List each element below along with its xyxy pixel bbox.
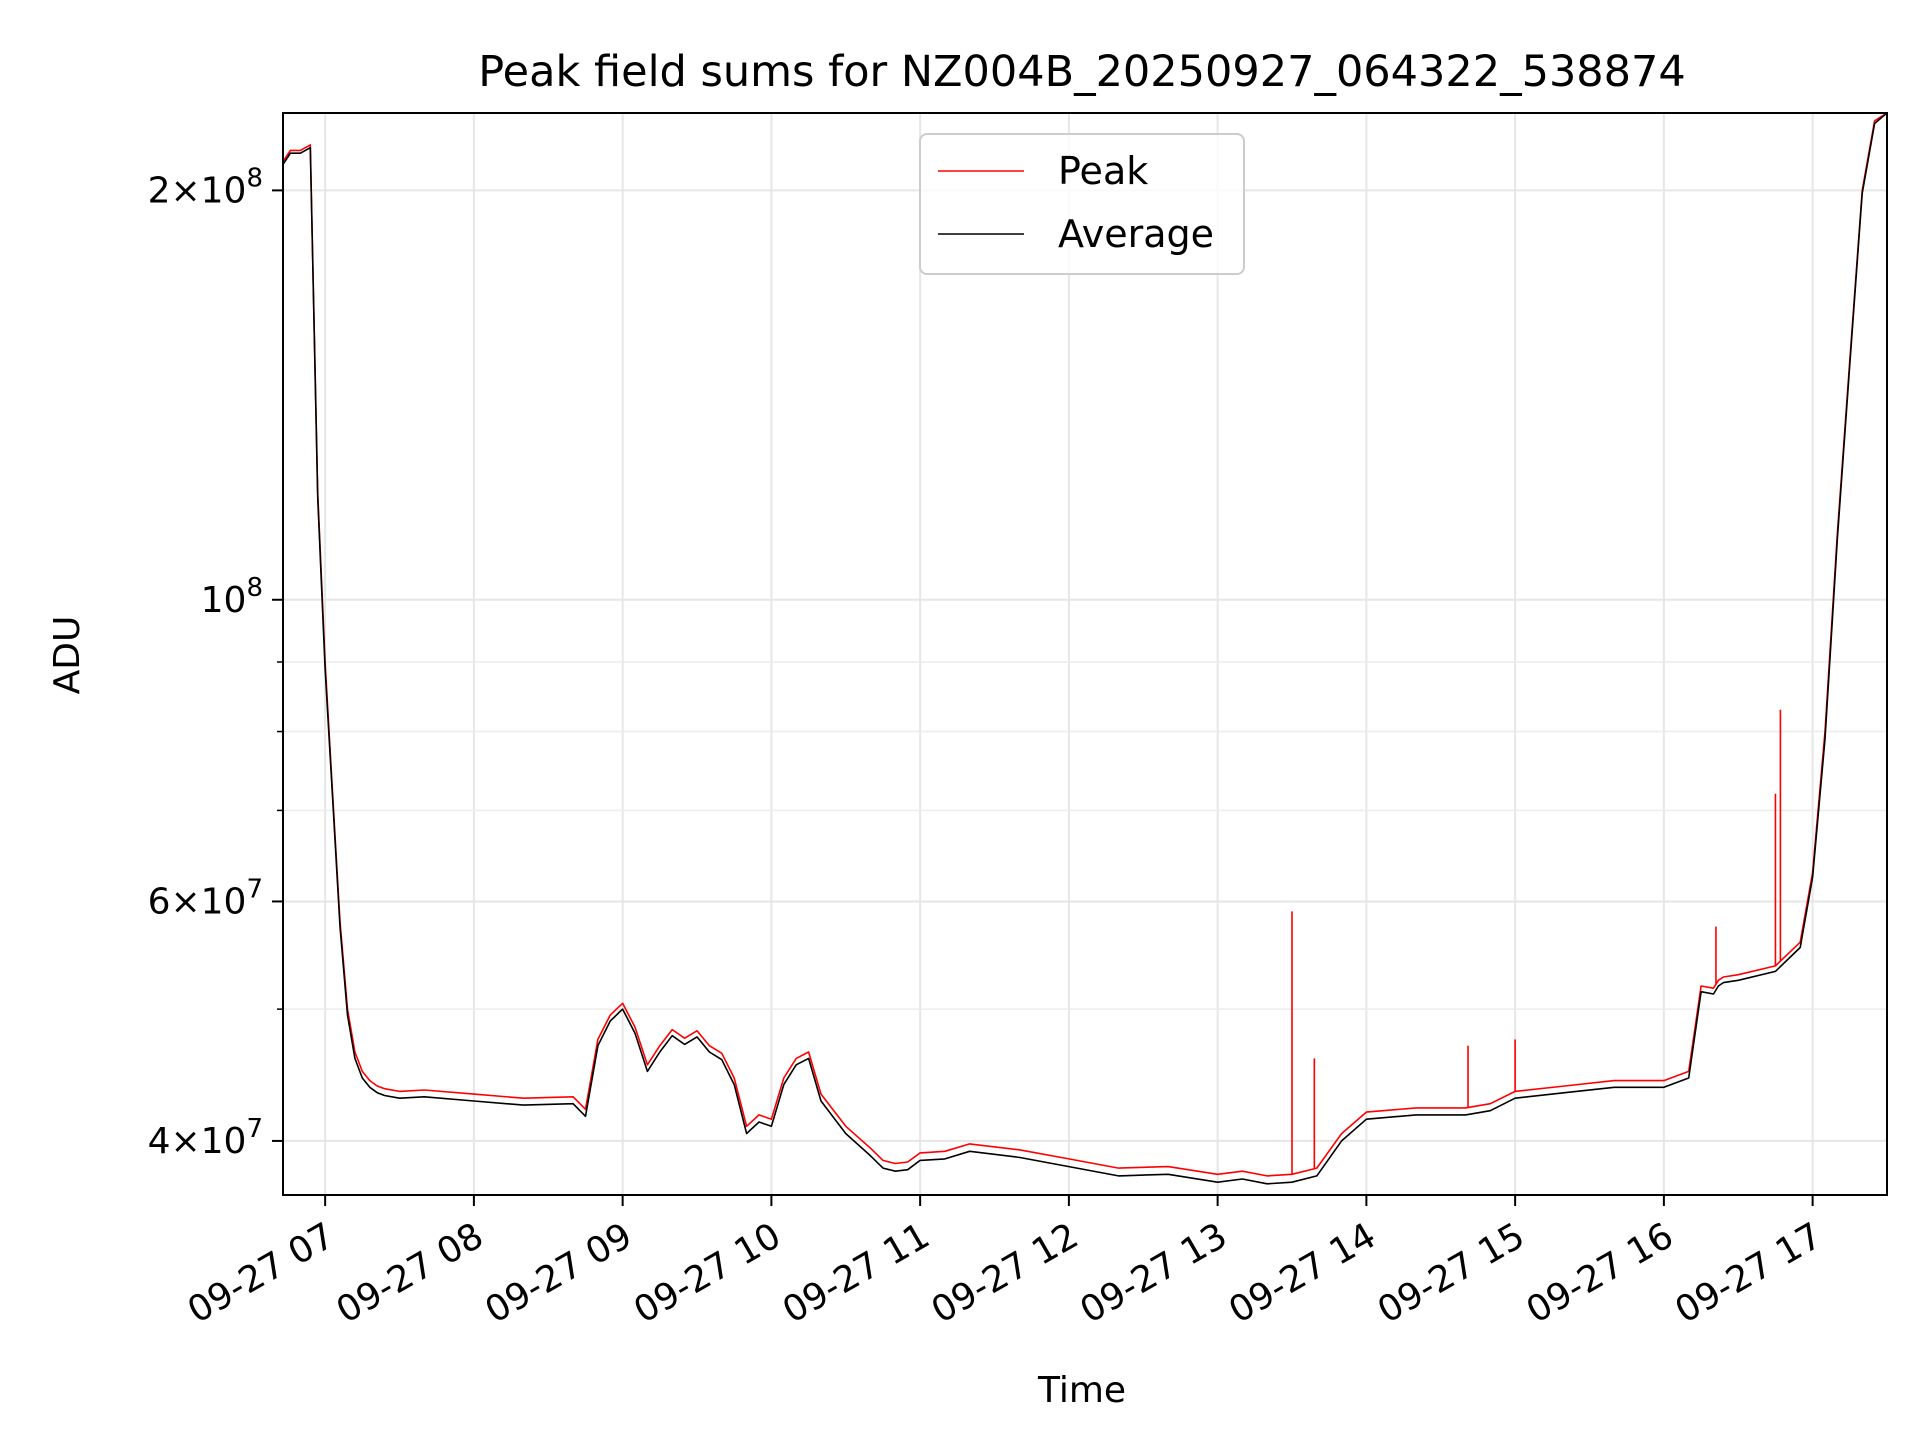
legend-label-average: Average (1058, 212, 1214, 256)
y-tick-label: 2×108 (148, 163, 263, 211)
x-tick-label: 09-27 15 (1371, 1215, 1532, 1331)
y-tick-label: 4×107 (148, 1114, 263, 1162)
legend-label-peak: Peak (1058, 149, 1148, 193)
legend: Peak Average (919, 133, 1245, 275)
plot-lines (283, 113, 1887, 1185)
y-tick-label: 6×107 (148, 874, 263, 922)
grid (283, 113, 1887, 1195)
x-tick-label: 09-27 13 (1073, 1215, 1234, 1331)
series-line-average (283, 113, 1887, 1185)
x-tick-label: 09-27 09 (478, 1215, 639, 1331)
x-tick-label: 09-27 12 (925, 1215, 1086, 1331)
y-axis: 4×107 6×107 108 2×108 (148, 163, 283, 1162)
x-tick-label: 09-27 11 (776, 1215, 937, 1331)
x-tick-label: 09-27 16 (1520, 1215, 1681, 1331)
y-tick-label: 108 (201, 573, 263, 621)
x-axis-title: Time (1037, 1370, 1126, 1411)
series-line-peak (283, 113, 1887, 1177)
legend-box (919, 133, 1245, 275)
x-tick-label: 09-27 08 (330, 1215, 491, 1331)
x-tick-label: 09-27 07 (181, 1215, 342, 1331)
chart-title: Peak field sums for NZ004B_20250927_0643… (478, 47, 1686, 97)
x-tick-label: 09-27 14 (1222, 1215, 1383, 1331)
y-axis-title: ADU (47, 616, 88, 695)
x-tick-label: 09-27 10 (627, 1215, 788, 1331)
plot-frame (282, 112, 1888, 1196)
x-tick-label: 09-27 17 (1668, 1215, 1829, 1331)
